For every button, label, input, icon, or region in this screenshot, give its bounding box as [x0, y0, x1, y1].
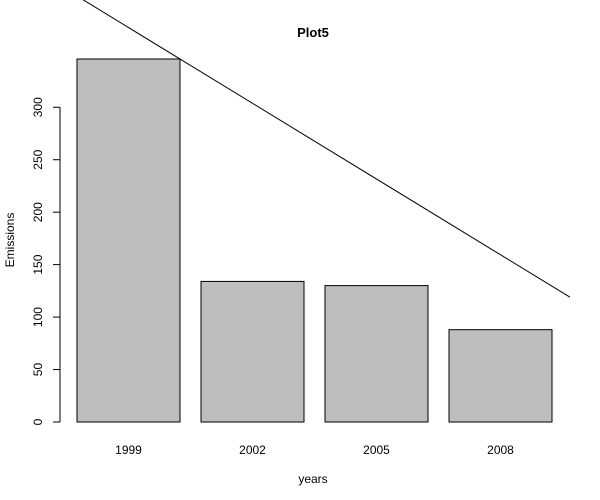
y-tick-label: 150: [31, 254, 45, 274]
x-tick-label: 2002: [239, 443, 266, 457]
y-tick-label: 300: [31, 97, 45, 117]
bar: [76, 58, 181, 423]
bar: [324, 285, 429, 423]
x-tick-label: 2008: [487, 443, 514, 457]
x-tick-label: 1999: [115, 443, 142, 457]
y-tick-label: 200: [31, 202, 45, 222]
bar: [200, 280, 305, 423]
y-tick-label: 250: [31, 149, 45, 169]
bar-group: [76, 58, 553, 423]
bar: [448, 329, 553, 423]
y-tick-label: 50: [31, 363, 45, 377]
y-tick-label: 100: [31, 307, 45, 327]
x-axis-tick-labels: 1999 2002 2005 2008: [115, 443, 514, 457]
x-tick-label: 2005: [363, 443, 390, 457]
y-tick-label: 0: [31, 418, 45, 425]
y-axis-label: Emissions: [3, 213, 17, 268]
chart-title: Plot5: [297, 25, 329, 40]
trend-line: [82, 0, 571, 298]
y-axis: 0 50 100 150 200 250 300: [31, 97, 61, 425]
x-axis-label: years: [298, 472, 327, 486]
